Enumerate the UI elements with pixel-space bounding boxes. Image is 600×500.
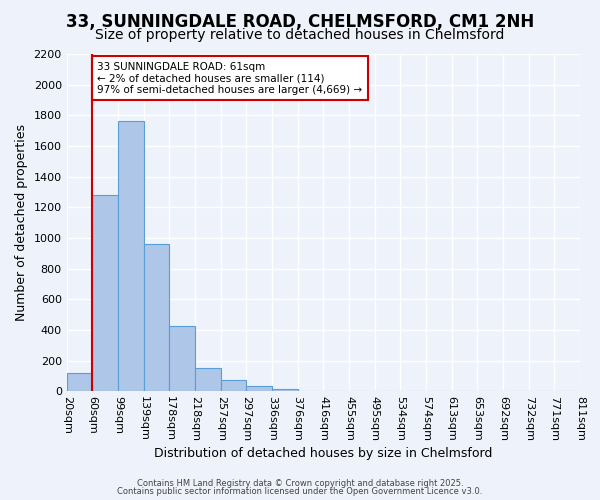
Bar bbox=[221, 380, 247, 392]
Text: 33, SUNNINGDALE ROAD, CHELMSFORD, CM1 2NH: 33, SUNNINGDALE ROAD, CHELMSFORD, CM1 2N… bbox=[66, 12, 534, 30]
Bar bbox=[169, 326, 195, 392]
Bar bbox=[143, 244, 169, 392]
Bar bbox=[92, 195, 118, 392]
X-axis label: Distribution of detached houses by size in Chelmsford: Distribution of detached houses by size … bbox=[154, 447, 493, 460]
Bar bbox=[67, 373, 92, 392]
Y-axis label: Number of detached properties: Number of detached properties bbox=[15, 124, 28, 321]
Text: 33 SUNNINGDALE ROAD: 61sqm
← 2% of detached houses are smaller (114)
97% of semi: 33 SUNNINGDALE ROAD: 61sqm ← 2% of detac… bbox=[97, 62, 362, 95]
Text: Contains HM Land Registry data © Crown copyright and database right 2025.: Contains HM Land Registry data © Crown c… bbox=[137, 478, 463, 488]
Text: Size of property relative to detached houses in Chelmsford: Size of property relative to detached ho… bbox=[95, 28, 505, 42]
Text: Contains public sector information licensed under the Open Government Licence v3: Contains public sector information licen… bbox=[118, 487, 482, 496]
Bar bbox=[272, 389, 298, 392]
Bar bbox=[118, 122, 143, 392]
Bar bbox=[195, 368, 221, 392]
Bar bbox=[247, 386, 272, 392]
